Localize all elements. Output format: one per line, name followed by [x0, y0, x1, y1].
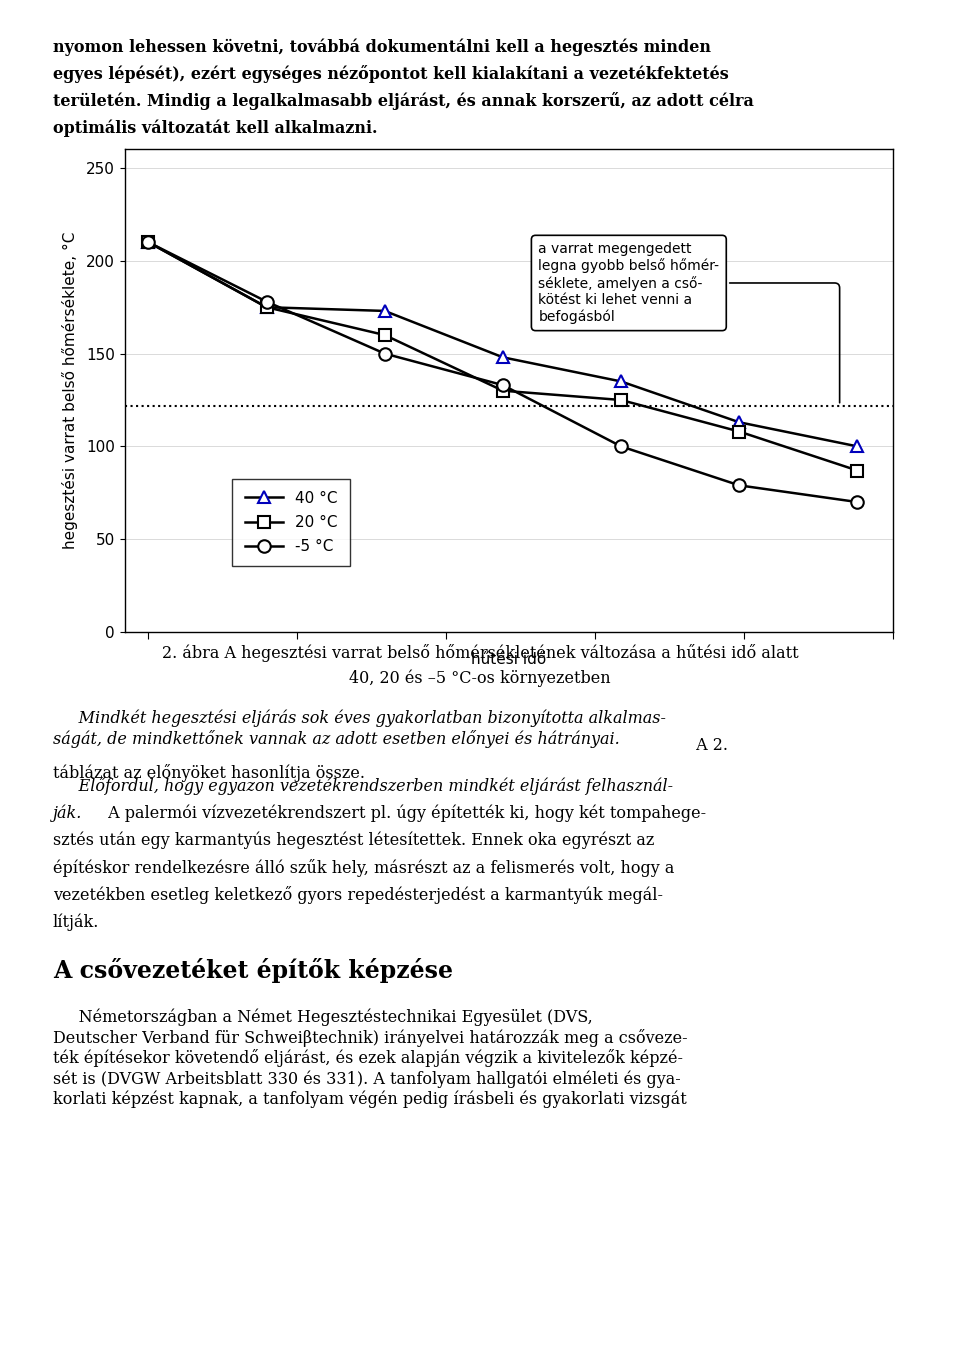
-5 °C — [615, 438, 627, 454]
-5 °C — [733, 477, 745, 493]
Text: A csővezetéket építők képzése: A csővezetéket építők képzése — [53, 958, 453, 983]
20 °C — [497, 383, 509, 400]
40 °C — [733, 414, 745, 431]
Text: optimális változatát kell alkalmazni.: optimális változatát kell alkalmazni. — [53, 120, 377, 137]
40 °C — [852, 438, 863, 454]
20 °C — [261, 299, 273, 315]
-5 °C — [261, 294, 273, 310]
Text: 40, 20 és –5 °C-os környezetben: 40, 20 és –5 °C-os környezetben — [349, 670, 611, 688]
20 °C — [379, 328, 391, 344]
Text: táblázat az előnyöket hasonlítja össze.: táblázat az előnyöket hasonlítja össze. — [53, 764, 365, 781]
Legend: 40 °C, 20 °C, -5 °C: 40 °C, 20 °C, -5 °C — [232, 478, 349, 567]
Text: A 2.: A 2. — [691, 737, 729, 754]
40 °C — [615, 374, 627, 390]
40 °C — [379, 303, 391, 319]
-5 °C — [143, 234, 155, 250]
X-axis label: hűtési idő: hűtési idő — [471, 652, 546, 667]
Y-axis label: hegesztési varrat belső hőmérséklete, °C: hegesztési varrat belső hőmérséklete, °C — [61, 232, 78, 549]
Text: A palermói vízvezetékrendszert pl. úgy építették ki, hogy két tompahege-: A palermói vízvezetékrendszert pl. úgy é… — [103, 805, 706, 822]
Text: területén. Mindig a legalkalmasabb eljárást, és annak korszerű, az adott célra: területén. Mindig a legalkalmasabb eljár… — [53, 92, 754, 110]
Text: Előfordul, hogy egyazon vezetékrendszerben mindkét eljárást felhasznál-: Előfordul, hogy egyazon vezetékrendszerb… — [53, 777, 673, 795]
Text: építéskor rendelkezésre álló szűk hely, másrészt az a felismerés volt, hogy a: építéskor rendelkezésre álló szűk hely, … — [53, 859, 674, 877]
-5 °C — [497, 376, 509, 393]
40 °C — [261, 299, 273, 315]
Text: nyomon lehessen követni, továbbá dokumentálni kell a hegesztés minden: nyomon lehessen követni, továbbá dokumen… — [53, 38, 710, 56]
Text: lítják.: lítják. — [53, 913, 99, 931]
Text: egyes lépését), ezért egységes nézőpontot kell kialakítani a vezetékfektetés: egyes lépését), ezért egységes nézőponto… — [53, 65, 729, 83]
-5 °C — [379, 345, 391, 361]
Text: vezetékben esetleg keletkező gyors repedésterjedést a karmantyúk megál-: vezetékben esetleg keletkező gyors reped… — [53, 886, 662, 904]
20 °C — [143, 234, 155, 250]
Text: ják.: ják. — [53, 805, 83, 822]
40 °C — [497, 349, 509, 366]
Text: sztés után egy karmantyús hegesztést létesítettek. Ennek oka egyrészt az: sztés után egy karmantyús hegesztést lét… — [53, 832, 654, 849]
Line: 20 °C: 20 °C — [143, 236, 863, 476]
40 °C — [143, 234, 155, 250]
20 °C — [852, 462, 863, 478]
-5 °C — [852, 493, 863, 510]
Line: -5 °C: -5 °C — [142, 236, 864, 508]
Text: 2. ábra A hegesztési varrat belső hőmérsékletének változása a hűtési idő alatt: 2. ábra A hegesztési varrat belső hőmérs… — [161, 644, 799, 662]
Text: Mindkét hegesztési eljárás sok éves gyakorlatban bizonyította alkalmas-
ságát, d: Mindkét hegesztési eljárás sok éves gyak… — [53, 709, 665, 747]
Line: 40 °C: 40 °C — [142, 236, 864, 453]
20 °C — [733, 424, 745, 440]
Text: Németországban a Német Hegesztéstechnikai Egyesület (DVS,
Deutscher Verband für : Németországban a Német Hegesztéstechnika… — [53, 1008, 687, 1108]
Text: a varrat megengedett
legna gyobb belső hőmér-
séklete, amelyen a cső-
kötést ki : a varrat megengedett legna gyobb belső h… — [539, 242, 840, 402]
20 °C — [615, 391, 627, 408]
